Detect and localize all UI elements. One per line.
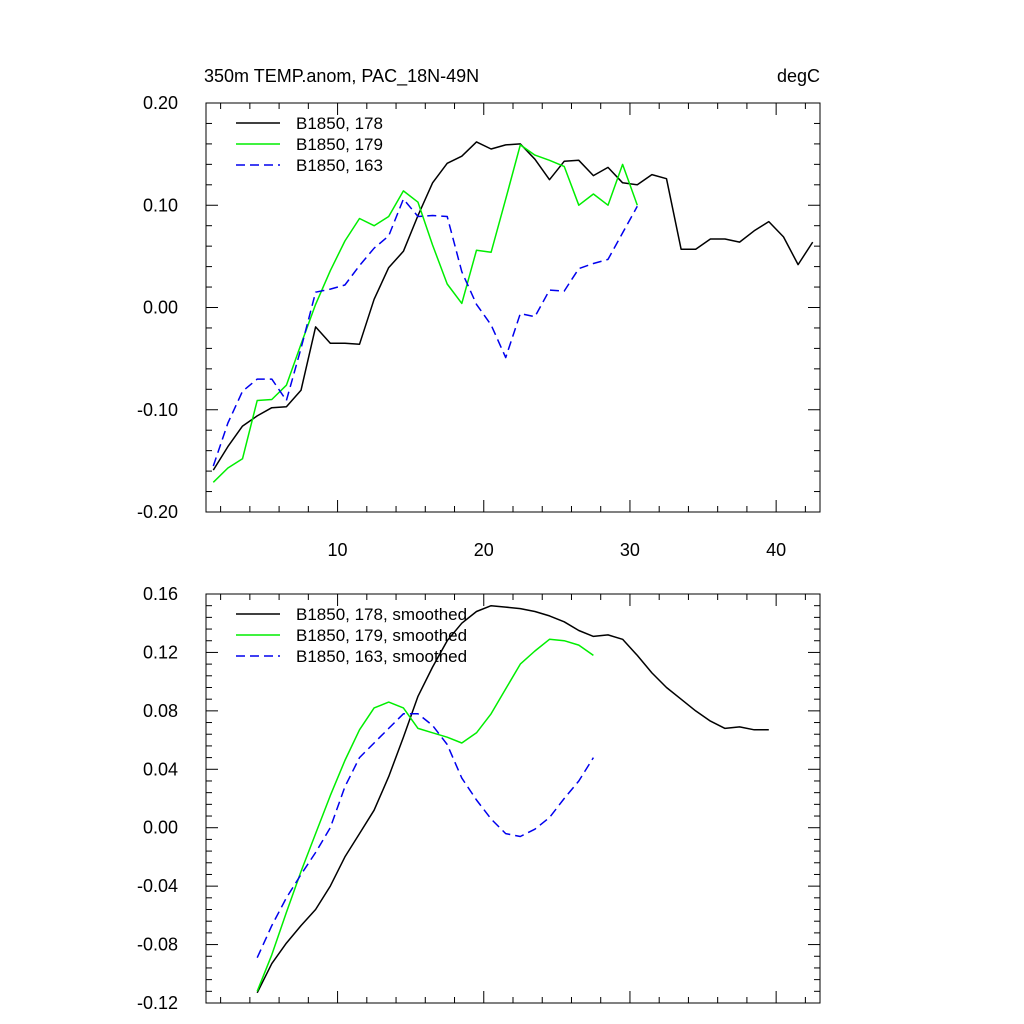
series-line (212, 144, 639, 483)
series-lines-smoothed (256, 604, 769, 994)
x-tick-labels: 10 20 30 40 (328, 540, 787, 560)
y-tick-label: -0.04 (137, 876, 178, 896)
series-line (256, 713, 595, 959)
y-tick-label: -0.08 (137, 935, 178, 955)
y-tick-labels: -0.20 -0.10 0.00 0.10 0.20 (137, 93, 178, 522)
y-tick-label: -0.20 (137, 502, 178, 522)
series-line (212, 141, 814, 471)
y-tick-label: 0.10 (143, 195, 178, 215)
legend-label: B1850, 178 (296, 114, 383, 133)
y-tick-label: 0.00 (143, 298, 178, 318)
y-tick-label: 0.20 (143, 93, 178, 113)
x-tick-label: 30 (620, 540, 640, 560)
top-chart-panel: 350m TEMP.anom, PAC_18N-49N degC -0.20-0… (137, 66, 821, 560)
y-tick-labels-smoothed: -0.12 -0.08 -0.04 0.00 0.04 0.08 0.12 0.16 (137, 584, 178, 1013)
y-tick-label: 0.16 (143, 584, 178, 604)
y-tick-label: 0.00 (143, 818, 178, 838)
x-tick-label: 10 (328, 540, 348, 560)
y-tick-label: -0.12 (137, 993, 178, 1013)
legend-label: B1850, 179 (296, 135, 383, 154)
bottom-chart-panel: -0.12 -0.08 -0.04 0.00 0.04 0.08 0.12 0.16 B185… (137, 584, 821, 1013)
tick-marks-smoothed (206, 593, 820, 1004)
chart-title: 350m TEMP.anom, PAC_18N-49N (204, 66, 479, 87)
legend-smoothed: B1850, 178, smoothed B1850, 179, smoothed… (236, 605, 467, 666)
series-line (256, 604, 769, 994)
legend-label: B1850, 179, smoothed (296, 626, 467, 645)
y-tick-label: 0.04 (143, 759, 178, 779)
x-tick-label: 40 (766, 540, 786, 560)
series-line (212, 198, 638, 467)
y-tick-label: 0.08 (143, 701, 178, 721)
legend: B1850, 178 B1850, 179 B1850, 163 (236, 114, 383, 175)
tick-marks (206, 102, 820, 513)
legend-label: B1850, 163 (296, 156, 383, 175)
series-line (256, 638, 594, 992)
x-tick-label: 20 (474, 540, 494, 560)
chart-units: degC (777, 66, 820, 86)
series-lines (212, 141, 814, 483)
legend-label: B1850, 178, smoothed (296, 605, 467, 624)
y-tick-label: 0.12 (143, 642, 178, 662)
legend-label: B1850, 163, smoothed (296, 647, 467, 666)
y-tick-label: -0.10 (137, 400, 178, 420)
